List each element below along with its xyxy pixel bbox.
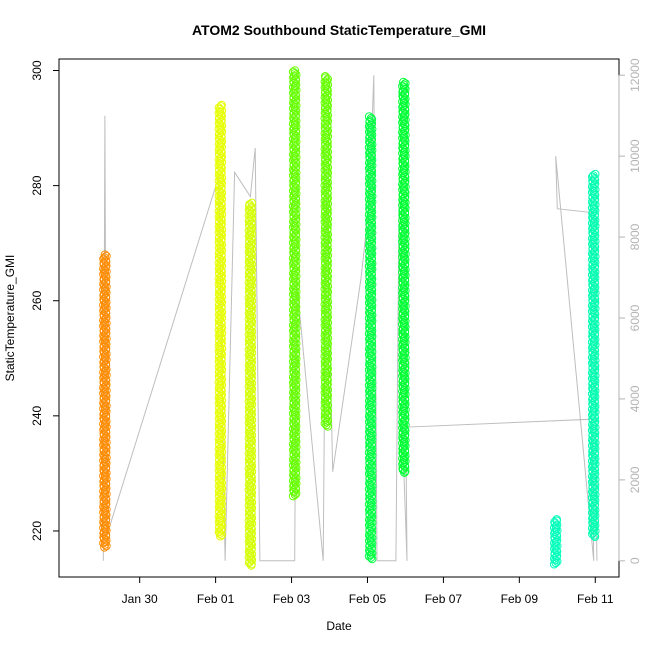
y-right-tick-label: 8000: [628, 223, 642, 250]
series-5: [320, 72, 333, 431]
series-point: [550, 554, 559, 563]
series-point: [320, 419, 330, 428]
series-point: [215, 529, 225, 538]
series-point: [551, 558, 561, 568]
x-axis-label: Date: [326, 619, 352, 633]
series-point: [244, 558, 254, 568]
series-point: [366, 553, 376, 562]
x-tick-label: Feb 05: [349, 592, 387, 606]
series-point: [247, 555, 257, 565]
x-tick-label: Jan 30: [122, 592, 158, 606]
series-point: [214, 527, 224, 537]
series-point: [323, 422, 333, 431]
y-tick-label: 220: [30, 521, 44, 541]
series-group: [99, 66, 600, 570]
y-tick-label: 300: [30, 60, 44, 80]
series-7: [398, 77, 410, 477]
x-tick-label: Feb 09: [501, 592, 539, 606]
series-6: [364, 112, 377, 564]
series-point: [323, 416, 333, 426]
y-right-tick-label: 2000: [628, 466, 642, 493]
series-point: [549, 559, 559, 569]
chart-title: ATOM2 Southbound StaticTemperature_GMI: [192, 22, 486, 38]
series-point: [217, 530, 227, 540]
series-point: [102, 541, 111, 551]
series-point: [100, 540, 110, 549]
series-3: [244, 198, 257, 570]
series-point: [100, 543, 109, 552]
series-point: [590, 532, 600, 542]
y-right-tick-label: 0: [628, 557, 642, 564]
x-tick-label: Feb 11: [577, 592, 614, 606]
y-tick-label: 280: [30, 175, 44, 195]
series-point: [291, 489, 301, 498]
y-right-tick-label: 10000: [628, 139, 642, 173]
series-4: [288, 66, 301, 501]
series-point: [367, 549, 377, 558]
series-point: [290, 490, 300, 500]
series-point: [364, 551, 374, 561]
series-point: [400, 468, 409, 477]
series-point: [322, 420, 331, 430]
series-point: [366, 550, 376, 560]
series-point: [552, 557, 562, 566]
series-point: [216, 531, 225, 541]
series-point: [588, 529, 597, 539]
altitude-line-group: [102, 75, 598, 562]
series-point: [590, 526, 600, 536]
series-2: [214, 100, 227, 541]
series-point: [367, 554, 377, 564]
y-axis-right: 0 2000 4000 6000 8000 10000 12000: [618, 58, 642, 564]
x-tick-label: Feb 07: [425, 592, 463, 606]
series-point: [551, 555, 560, 565]
series-1: [99, 250, 111, 552]
series-point: [247, 561, 256, 570]
series-point: [322, 417, 332, 427]
series-9: [587, 169, 600, 542]
y-tick-label: 260: [30, 290, 44, 310]
series-point: [400, 462, 410, 472]
series-8: [549, 515, 562, 569]
y-axis-label: StaticTemperature_GMI: [3, 255, 17, 382]
y-tick-label: 240: [30, 406, 44, 426]
x-tick-label: Feb 01: [197, 592, 235, 606]
y-right-tick-label: 12000: [628, 58, 642, 92]
y-axis: 220 240 260 280 300: [30, 60, 60, 541]
series-point: [100, 537, 110, 547]
y-right-tick-label: 4000: [628, 385, 642, 412]
x-tick-label: Feb 03: [273, 592, 311, 606]
series-point: [288, 491, 298, 501]
series-point: [99, 538, 108, 548]
series-point: [400, 466, 410, 476]
x-axis: Jan 30 Feb 01 Feb 03 Feb 05 Feb 07 Feb 09 Feb …: [122, 576, 614, 606]
altitude-line: [102, 75, 598, 562]
plot-frame: [58, 58, 620, 578]
y-right-tick-label: 6000: [628, 304, 642, 331]
